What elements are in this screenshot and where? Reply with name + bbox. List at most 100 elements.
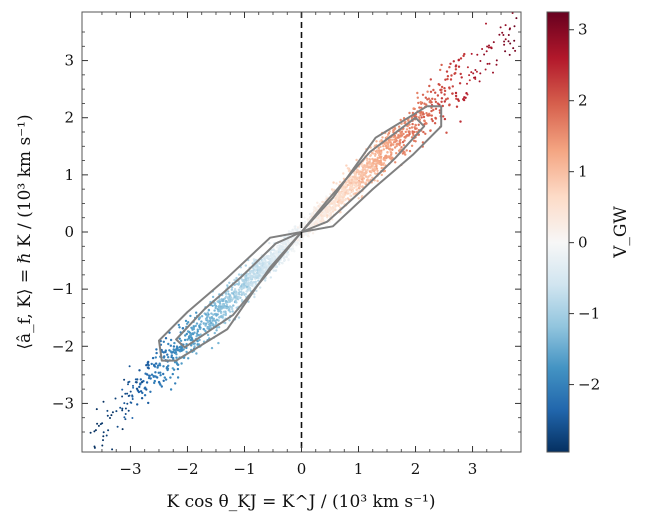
scatter-point (258, 268, 261, 272)
scatter-point (157, 380, 161, 384)
scatter-point (400, 132, 403, 135)
scatter-point (458, 82, 462, 85)
x-tick-label: −2 (176, 460, 198, 478)
scatter-point (224, 292, 228, 295)
scatter-point (357, 173, 361, 176)
colorbar-axis: −2 −1 0 1 2 3 (569, 21, 600, 394)
scatter-point (162, 372, 165, 376)
scatter-point (290, 230, 293, 233)
scatter-point (249, 289, 252, 292)
scatter-point (233, 295, 236, 299)
scatter-point (223, 306, 227, 309)
scatter-point (425, 103, 428, 106)
scatter-point (432, 88, 435, 92)
scatter-point (147, 374, 151, 377)
scatter-point (354, 185, 358, 188)
scatter-point (237, 316, 241, 319)
scatter-point (174, 351, 178, 354)
scatter-point (378, 162, 381, 166)
scatter-point (419, 114, 422, 117)
scatter-point (453, 72, 456, 76)
scatter-point (454, 91, 458, 95)
scatter-point (153, 379, 156, 383)
scatter-point (276, 245, 280, 248)
scatter-point (206, 315, 209, 318)
scatter-point (296, 242, 299, 245)
scatter-point (261, 270, 264, 273)
scatter-point (380, 151, 383, 154)
scatter-point (350, 178, 354, 181)
scatter-point (121, 428, 124, 431)
scatter-point (396, 136, 400, 139)
scatter-point (503, 40, 506, 43)
scatter-point (256, 271, 259, 275)
scatter-point (464, 96, 467, 100)
scatter-point (178, 350, 182, 353)
scatter-point (132, 384, 134, 387)
scatter-point (267, 255, 271, 258)
scatter-point (445, 70, 449, 73)
scatter-point (200, 320, 203, 323)
scatter-point (387, 147, 391, 150)
scatter-point (124, 392, 127, 395)
scatter-point (123, 378, 126, 381)
scatter-point (136, 403, 139, 406)
scatter-point (139, 383, 142, 386)
scatter-point (192, 325, 195, 328)
scatter-point (457, 59, 460, 62)
scatter-point (235, 276, 238, 280)
scatter-point (195, 332, 199, 335)
scatter-point (180, 362, 183, 365)
scatter-point (111, 411, 114, 414)
scatter-point (102, 431, 105, 434)
scatter-point (224, 321, 227, 325)
scatter-point (233, 278, 236, 282)
scatter-point (198, 338, 201, 342)
scatter-point (348, 180, 351, 183)
scatter-point (237, 283, 240, 286)
scatter-point (342, 195, 345, 198)
scatter-point (262, 260, 265, 263)
scatter-point (172, 350, 175, 353)
scatter-point (433, 98, 437, 101)
scatter-point (233, 288, 237, 291)
scatter-point (276, 253, 279, 256)
scatter-point (335, 195, 338, 198)
scatter-point (164, 350, 167, 354)
scatter-point (431, 97, 434, 101)
scatter-point (176, 346, 179, 350)
scatter-point (196, 343, 199, 346)
scatter-point (174, 382, 177, 385)
scatter-point (405, 135, 408, 138)
scatter-point (484, 68, 487, 71)
scatter-point (196, 330, 199, 333)
scatter-point (444, 78, 447, 81)
scatter-point (382, 148, 385, 151)
scatter-point (231, 310, 234, 313)
scatter-point (254, 282, 257, 286)
scatter-point (291, 247, 295, 250)
scatter-point (474, 69, 477, 71)
scatter-point (459, 72, 462, 76)
scatter-point (408, 130, 411, 133)
scatter-point (189, 338, 192, 342)
scatter-point (311, 232, 315, 235)
scatter-point (357, 176, 360, 180)
scatter-point (271, 257, 274, 261)
scatter-point (402, 132, 405, 136)
scatter-point (195, 352, 198, 355)
scatter-point (422, 115, 426, 119)
scatter-point (357, 184, 360, 187)
scatter-point (240, 290, 243, 294)
scatter-point (312, 208, 316, 211)
scatter-point (180, 346, 183, 350)
scatter-point (212, 323, 215, 327)
scatter-point (162, 379, 165, 382)
scatter-point (253, 295, 256, 299)
scatter-point (468, 79, 471, 82)
scatter-point (207, 309, 211, 312)
scatter-point (303, 216, 306, 219)
scatter-point (339, 200, 342, 204)
scatter-point (504, 50, 507, 53)
scatter-point (443, 93, 446, 96)
